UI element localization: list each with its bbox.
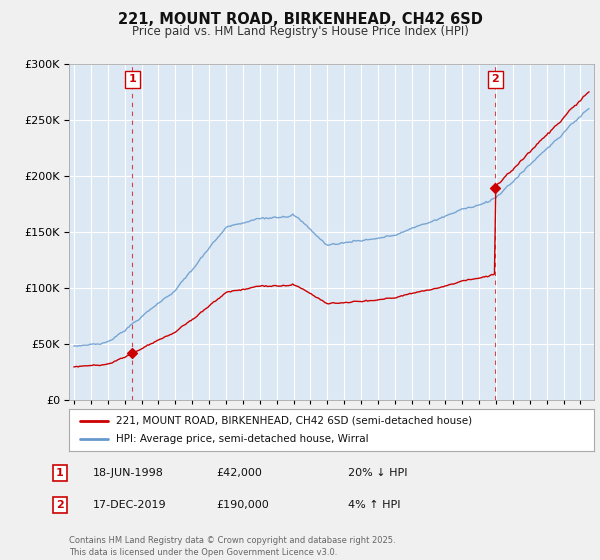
Text: Price paid vs. HM Land Registry's House Price Index (HPI): Price paid vs. HM Land Registry's House …: [131, 25, 469, 38]
Text: 2: 2: [491, 74, 499, 85]
Text: 1: 1: [56, 468, 64, 478]
Text: 2: 2: [56, 500, 64, 510]
Text: 18-JUN-1998: 18-JUN-1998: [93, 468, 164, 478]
Text: 4% ↑ HPI: 4% ↑ HPI: [348, 500, 401, 510]
Text: 221, MOUNT ROAD, BIRKENHEAD, CH42 6SD: 221, MOUNT ROAD, BIRKENHEAD, CH42 6SD: [118, 12, 482, 27]
Text: HPI: Average price, semi-detached house, Wirral: HPI: Average price, semi-detached house,…: [116, 434, 369, 444]
Text: 20% ↓ HPI: 20% ↓ HPI: [348, 468, 407, 478]
Text: £42,000: £42,000: [216, 468, 262, 478]
Point: [491, 183, 500, 192]
Text: 221, MOUNT ROAD, BIRKENHEAD, CH42 6SD (semi-detached house): 221, MOUNT ROAD, BIRKENHEAD, CH42 6SD (s…: [116, 416, 472, 426]
Text: £190,000: £190,000: [216, 500, 269, 510]
Text: 17-DEC-2019: 17-DEC-2019: [93, 500, 167, 510]
Text: 1: 1: [128, 74, 136, 85]
Text: Contains HM Land Registry data © Crown copyright and database right 2025.
This d: Contains HM Land Registry data © Crown c…: [69, 536, 395, 557]
Point: [128, 349, 137, 358]
